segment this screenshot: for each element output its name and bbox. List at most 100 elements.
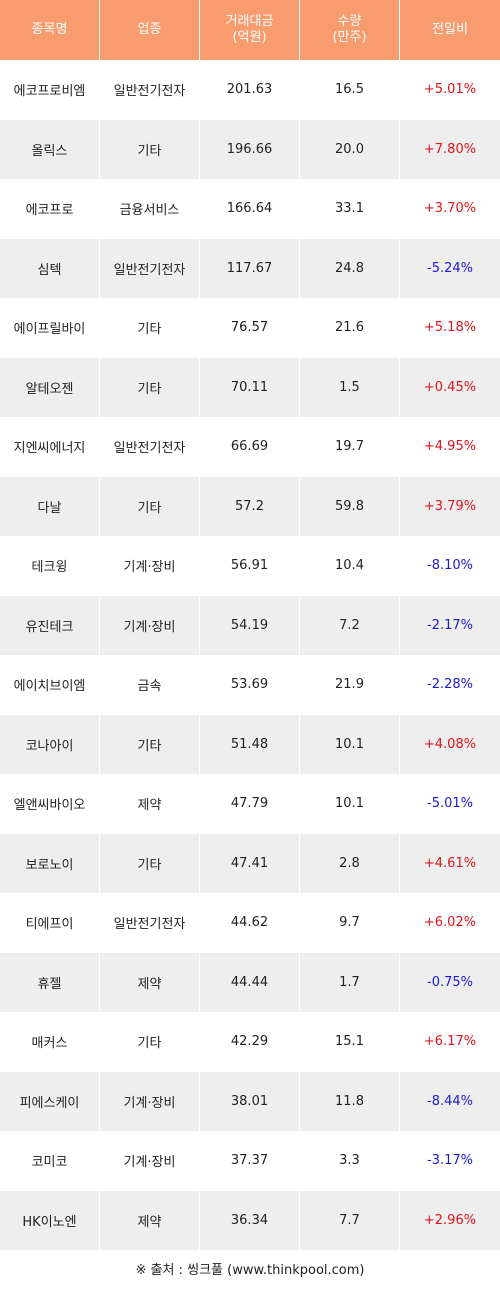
- cell-change-rate: -0.75%: [400, 952, 500, 1012]
- table-row: 올릭스 기타 196.66 20.0 +7.80%: [0, 119, 500, 179]
- cell-volume: 15.1: [300, 1012, 400, 1072]
- cell-volume: 21.9: [300, 655, 400, 715]
- table-row: 유진테크 기계·장비 54.19 7.2 -2.17%: [0, 595, 500, 655]
- header-volume: 수량 (만주): [300, 0, 400, 60]
- cell-stock-name: 엘앤씨바이오: [0, 774, 100, 834]
- cell-sector: 제약: [100, 952, 200, 1012]
- table-row: 지엔씨에너지 일반전기전자 66.69 19.7 +4.95%: [0, 417, 500, 477]
- table-header: 종목명 업종 거래대금 (억원) 수량 (만주) 전일비: [0, 0, 500, 60]
- cell-sector: 기타: [100, 119, 200, 179]
- cell-change-rate: +3.70%: [400, 179, 500, 239]
- cell-volume: 10.1: [300, 774, 400, 834]
- cell-change-rate: +5.01%: [400, 60, 500, 120]
- header-amount-unit: (억원): [232, 30, 267, 45]
- cell-stock-name: 올릭스: [0, 119, 100, 179]
- cell-trade-amount: 66.69: [200, 417, 300, 477]
- table-row: 매커스 기타 42.29 15.1 +6.17%: [0, 1012, 500, 1072]
- cell-trade-amount: 51.48: [200, 714, 300, 774]
- header-change: 전일비: [400, 0, 500, 60]
- table-row: 에이프릴바이 기타 76.57 21.6 +5.18%: [0, 298, 500, 358]
- cell-stock-name: 매커스: [0, 1012, 100, 1072]
- cell-volume: 24.8: [300, 238, 400, 298]
- cell-change-rate: -2.17%: [400, 595, 500, 655]
- cell-sector: 일반전기전자: [100, 238, 200, 298]
- cell-trade-amount: 36.34: [200, 1190, 300, 1250]
- table-row: HK이노엔 제약 36.34 7.7 +2.96%: [0, 1190, 500, 1250]
- cell-stock-name: HK이노엔: [0, 1190, 100, 1250]
- cell-stock-name: 알테오젠: [0, 357, 100, 417]
- cell-stock-name: 심텍: [0, 238, 100, 298]
- cell-trade-amount: 201.63: [200, 60, 300, 120]
- cell-sector: 일반전기전자: [100, 60, 200, 120]
- table-row: 코미코 기계·장비 37.37 3.3 -3.17%: [0, 1131, 500, 1191]
- cell-sector: 기계·장비: [100, 536, 200, 596]
- cell-sector: 금융서비스: [100, 179, 200, 239]
- source-note: ※ 출처 : 씽크풀 (www.thinkpool.com): [135, 1263, 365, 1278]
- header-amount-title: 거래대금: [225, 14, 274, 29]
- cell-stock-name: 코나아이: [0, 714, 100, 774]
- cell-sector: 기타: [100, 476, 200, 536]
- cell-change-rate: -2.28%: [400, 655, 500, 715]
- table-row: 다날 기타 57.2 59.8 +3.79%: [0, 476, 500, 536]
- cell-stock-name: 유진테크: [0, 595, 100, 655]
- header-volume-unit: (만주): [332, 30, 367, 45]
- cell-stock-name: 피에스케이: [0, 1071, 100, 1131]
- cell-stock-name: 지엔씨에너지: [0, 417, 100, 477]
- cell-volume: 20.0: [300, 119, 400, 179]
- table-row: 테크윙 기계·장비 56.91 10.4 -8.10%: [0, 536, 500, 596]
- cell-stock-name: 에이프릴바이: [0, 298, 100, 358]
- cell-sector: 기계·장비: [100, 1131, 200, 1191]
- cell-change-rate: +6.02%: [400, 893, 500, 953]
- cell-change-rate: +4.61%: [400, 833, 500, 893]
- cell-change-rate: -8.44%: [400, 1071, 500, 1131]
- cell-stock-name: 티에프이: [0, 893, 100, 953]
- table-row: 엘앤씨바이오 제약 47.79 10.1 -5.01%: [0, 774, 500, 834]
- table-row: 에이치브이엠 금속 53.69 21.9 -2.28%: [0, 655, 500, 715]
- table-row: 에코프로 금융서비스 166.64 33.1 +3.70%: [0, 179, 500, 239]
- cell-sector: 기타: [100, 833, 200, 893]
- cell-stock-name: 휴젤: [0, 952, 100, 1012]
- cell-trade-amount: 42.29: [200, 1012, 300, 1072]
- cell-stock-name: 에코프로: [0, 179, 100, 239]
- cell-change-rate: -5.01%: [400, 774, 500, 834]
- header-sector: 업종: [100, 0, 200, 60]
- cell-sector: 일반전기전자: [100, 417, 200, 477]
- table-row: 휴젤 제약 44.44 1.7 -0.75%: [0, 952, 500, 1012]
- cell-volume: 33.1: [300, 179, 400, 239]
- cell-change-rate: +3.79%: [400, 476, 500, 536]
- cell-change-rate: +5.18%: [400, 298, 500, 358]
- header-volume-title: 수량: [337, 14, 362, 29]
- cell-volume: 7.2: [300, 595, 400, 655]
- cell-sector: 기타: [100, 1012, 200, 1072]
- cell-change-rate: +7.80%: [400, 119, 500, 179]
- cell-volume: 7.7: [300, 1190, 400, 1250]
- cell-volume: 19.7: [300, 417, 400, 477]
- table-body: 에코프로비엠 일반전기전자 201.63 16.5 +5.01% 올릭스 기타 196.66 2…: [0, 60, 500, 1250]
- cell-change-rate: +2.96%: [400, 1190, 500, 1250]
- cell-stock-name: 에이치브이엠: [0, 655, 100, 715]
- cell-volume: 10.1: [300, 714, 400, 774]
- cell-trade-amount: 44.44: [200, 952, 300, 1012]
- table-row: 코나아이 기타 51.48 10.1 +4.08%: [0, 714, 500, 774]
- cell-trade-amount: 117.67: [200, 238, 300, 298]
- cell-change-rate: +4.08%: [400, 714, 500, 774]
- cell-trade-amount: 166.64: [200, 179, 300, 239]
- cell-sector: 금속: [100, 655, 200, 715]
- cell-stock-name: 에코프로비엠: [0, 60, 100, 120]
- cell-trade-amount: 37.37: [200, 1131, 300, 1191]
- table-row: 에코프로비엠 일반전기전자 201.63 16.5 +5.01%: [0, 60, 500, 120]
- table-row: 티에프이 일반전기전자 44.62 9.7 +6.02%: [0, 893, 500, 953]
- cell-change-rate: -8.10%: [400, 536, 500, 596]
- cell-sector: 제약: [100, 1190, 200, 1250]
- cell-trade-amount: 47.41: [200, 833, 300, 893]
- cell-change-rate: -5.24%: [400, 238, 500, 298]
- cell-sector: 기계·장비: [100, 595, 200, 655]
- cell-trade-amount: 70.11: [200, 357, 300, 417]
- cell-change-rate: +6.17%: [400, 1012, 500, 1072]
- header-row: 종목명 업종 거래대금 (억원) 수량 (만주) 전일비: [0, 0, 500, 60]
- cell-sector: 일반전기전자: [100, 893, 200, 953]
- cell-stock-name: 다날: [0, 476, 100, 536]
- cell-stock-name: 테크윙: [0, 536, 100, 596]
- stock-trading-table: 종목명 업종 거래대금 (억원) 수량 (만주) 전일비 에코프로비엠 일반전기전…: [0, 0, 500, 1250]
- table-row: 보로노이 기타 47.41 2.8 +4.61%: [0, 833, 500, 893]
